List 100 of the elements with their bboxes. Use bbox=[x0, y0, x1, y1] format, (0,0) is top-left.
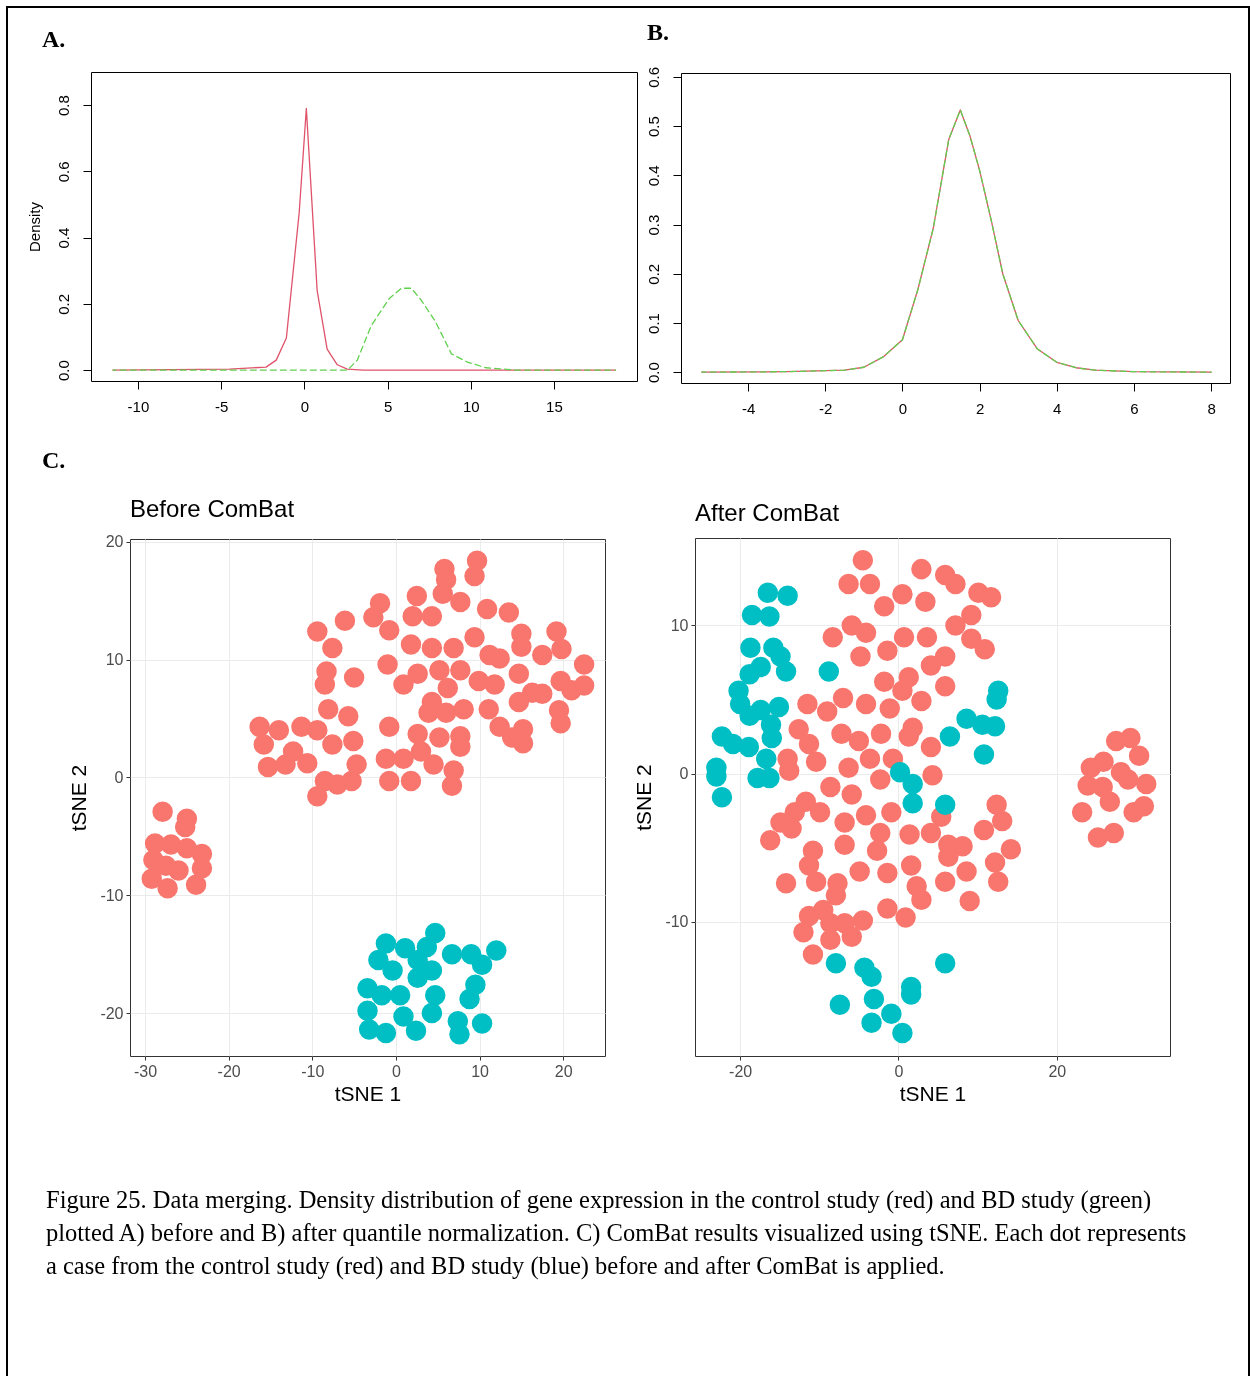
point bbox=[939, 726, 961, 747]
x-tick-label: 8 bbox=[1207, 399, 1216, 417]
point bbox=[881, 1003, 902, 1024]
point bbox=[405, 1020, 427, 1041]
caption: Figure 25. Data merging. Density distribution of gene expression in the control study (red) and BD study (green) plotted A) before and B) after quantile normalization. C) ComBat results visualized using tSNE. Each dot represents a case from the control study (red) and BD study (blue) before and after ComBat is applied. bbox=[46, 1185, 1188, 1282]
y-tick-label: 0.6 bbox=[54, 161, 72, 183]
point bbox=[818, 661, 840, 682]
x-tick-label: 0 bbox=[300, 397, 310, 415]
point bbox=[424, 985, 446, 1006]
y-tick-label: 0 bbox=[679, 765, 689, 783]
x-tick-label: 0 bbox=[391, 1062, 401, 1080]
point bbox=[757, 582, 779, 604]
chart-title: Before ComBat bbox=[130, 494, 295, 522]
text: B. bbox=[647, 19, 670, 46]
point bbox=[984, 716, 1006, 737]
x-tick-label: -20 bbox=[729, 1062, 753, 1080]
y-tick-label: 0.6 bbox=[644, 67, 662, 88]
line-series bbox=[701, 109, 1212, 373]
text: C. bbox=[42, 447, 66, 474]
x-axis-title: tSNE 1 bbox=[899, 1081, 967, 1105]
point bbox=[861, 1012, 882, 1033]
point bbox=[382, 960, 403, 981]
point bbox=[934, 794, 956, 816]
y-tick-label: 10 bbox=[670, 616, 689, 634]
x-tick-label: -10 bbox=[127, 397, 150, 415]
x-tick-label: -10 bbox=[301, 1062, 325, 1080]
y-tick-label: 0.4 bbox=[54, 227, 72, 249]
y-tick-label: -20 bbox=[100, 1004, 124, 1022]
x-tick-label: -5 bbox=[214, 397, 229, 415]
y-tick-label: 0.3 bbox=[644, 214, 662, 236]
point bbox=[421, 1002, 443, 1024]
x-tick-label: 15 bbox=[546, 397, 563, 415]
y-tick-label: 0.2 bbox=[54, 293, 72, 315]
x-tick-label: -2 bbox=[819, 399, 833, 417]
point bbox=[825, 953, 847, 974]
point bbox=[777, 585, 798, 607]
point bbox=[775, 661, 797, 682]
point bbox=[389, 985, 411, 1006]
point bbox=[486, 940, 507, 961]
x-tick-label: 0 bbox=[894, 1062, 904, 1080]
y-tick-label: 20 bbox=[105, 533, 124, 551]
chart-title: After ComBat bbox=[695, 499, 840, 526]
y-axis-title: tSNE 2 bbox=[67, 764, 91, 832]
point bbox=[863, 988, 885, 1010]
x-tick-label: -4 bbox=[741, 399, 756, 417]
y-tick-label: 0.0 bbox=[644, 362, 662, 384]
x-tick-label: 20 bbox=[1048, 1062, 1067, 1080]
y-tick-label: 0.8 bbox=[54, 95, 72, 117]
y-tick-label: 0.5 bbox=[644, 116, 662, 138]
point bbox=[902, 773, 923, 795]
point bbox=[756, 748, 777, 770]
y-tick-label: 0.1 bbox=[644, 313, 662, 334]
point bbox=[368, 949, 389, 971]
point bbox=[357, 1000, 378, 1021]
x-tick-label: 6 bbox=[1130, 399, 1139, 417]
y-tick-label: -10 bbox=[665, 913, 689, 931]
point bbox=[738, 736, 760, 758]
point bbox=[892, 1022, 913, 1044]
point bbox=[407, 949, 428, 971]
x-tick-label: 2 bbox=[975, 399, 985, 417]
y-tick-label: 0.4 bbox=[644, 165, 662, 187]
line-series bbox=[112, 287, 617, 371]
point bbox=[375, 1022, 397, 1044]
point bbox=[739, 664, 760, 685]
x-tick-label: -20 bbox=[217, 1062, 241, 1080]
point bbox=[861, 966, 882, 987]
x-tick-label: 0 bbox=[898, 399, 908, 417]
text: A. bbox=[42, 26, 66, 53]
y-tick-label: -10 bbox=[100, 886, 124, 904]
point bbox=[471, 1013, 493, 1034]
point bbox=[358, 1019, 380, 1040]
y-tick-label: 0 bbox=[114, 768, 124, 786]
point bbox=[956, 708, 977, 730]
point bbox=[449, 1023, 470, 1045]
point bbox=[889, 761, 911, 783]
point bbox=[741, 604, 763, 626]
point bbox=[441, 943, 463, 965]
x-tick-label: 10 bbox=[462, 397, 480, 415]
x-tick-label: 10 bbox=[471, 1062, 490, 1080]
point bbox=[934, 953, 956, 974]
point bbox=[393, 1006, 414, 1027]
x-axis-title: tSNE 1 bbox=[334, 1081, 402, 1105]
y-tick-label: 0.2 bbox=[644, 263, 662, 285]
point bbox=[759, 606, 780, 627]
point bbox=[407, 967, 428, 988]
y-tick-label: 10 bbox=[105, 651, 124, 669]
point bbox=[740, 637, 761, 658]
x-tick-label: 20 bbox=[554, 1062, 573, 1080]
x-tick-label: 4 bbox=[1053, 399, 1062, 417]
y-axis-title: tSNE 2 bbox=[632, 764, 656, 831]
x-tick-label: -30 bbox=[133, 1062, 158, 1080]
point bbox=[394, 938, 416, 959]
point bbox=[902, 793, 923, 814]
point bbox=[375, 933, 397, 954]
point bbox=[711, 787, 733, 808]
y-axis-title: Density bbox=[25, 201, 43, 253]
point bbox=[371, 985, 392, 1006]
point bbox=[750, 699, 771, 721]
point bbox=[829, 994, 851, 1016]
point bbox=[768, 696, 790, 718]
